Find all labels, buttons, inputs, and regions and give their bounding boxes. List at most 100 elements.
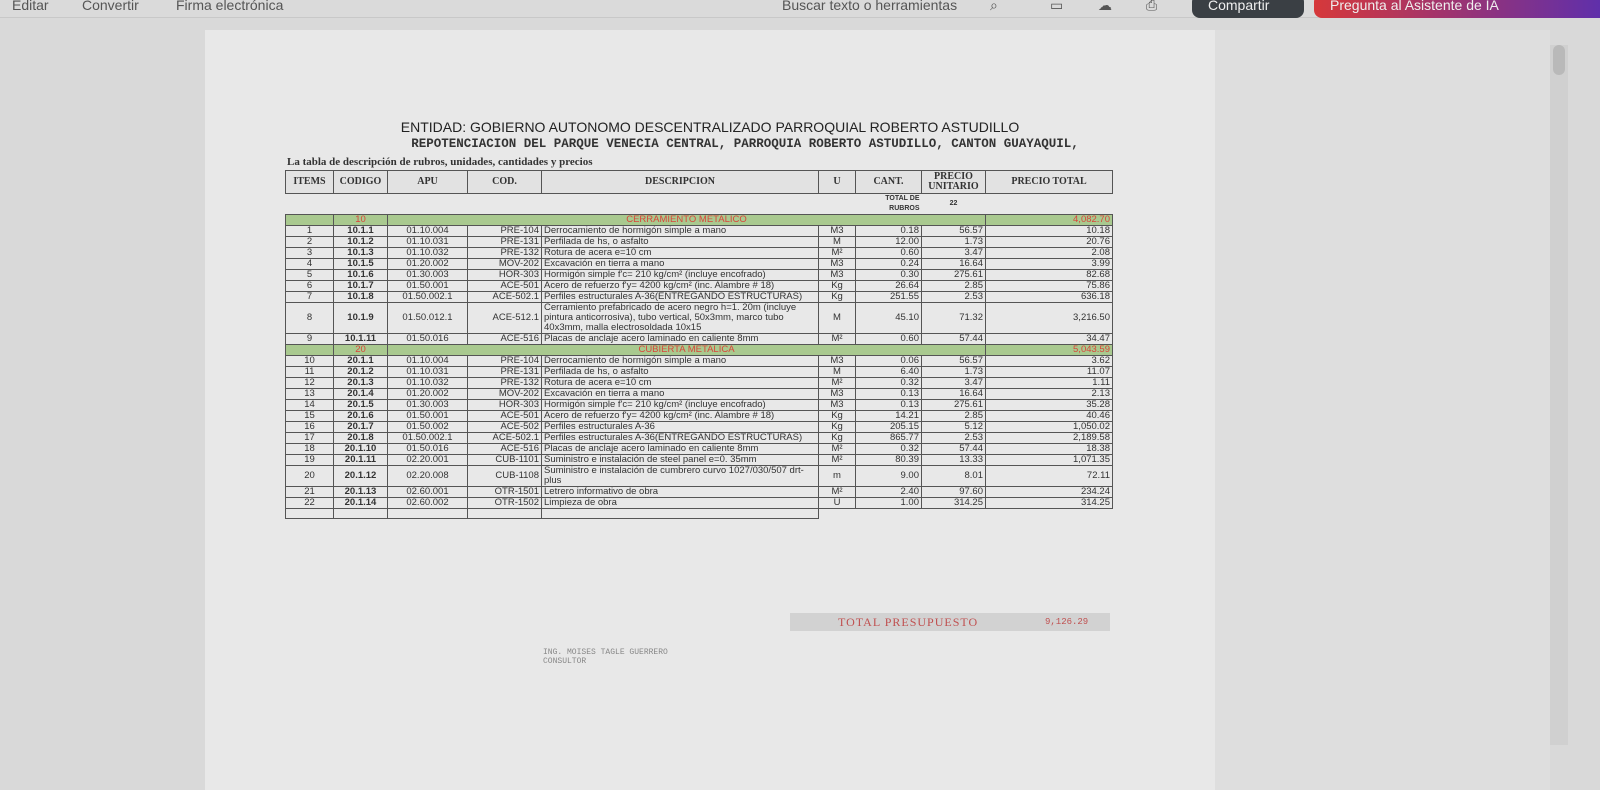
cell-precio-total: 3.62 <box>985 355 1113 367</box>
scrollbar-thumb[interactable] <box>1553 45 1565 75</box>
empty-cell <box>286 194 334 215</box>
cell-item: 1 <box>285 225 334 237</box>
table-row: 17 20.1.8 01.50.002.1 ACE-502.1 Perfiles est… <box>285 432 1113 444</box>
cell-precio-unitario: 1.73 <box>921 236 986 248</box>
cell-precio-total: 3,216.50 <box>985 302 1113 334</box>
cell-cantidad: 0.30 <box>855 269 922 281</box>
cell-cod: PRE-132 <box>467 247 542 259</box>
column-header: CANT. <box>855 170 922 194</box>
cell-descripcion: Excavación en tierra a mano <box>541 258 819 270</box>
search-tools[interactable]: Buscar texto o herramientas <box>782 0 958 13</box>
cell-item: 13 <box>285 388 334 400</box>
column-header: ITEMS <box>285 170 334 194</box>
cell-unidad: M3 <box>818 399 856 411</box>
menu-editar[interactable]: Editar <box>12 0 49 13</box>
cell-unidad: Kg <box>818 421 856 433</box>
total-rubros-row: TOTAL DE RUBROS 22 <box>286 194 1113 215</box>
cell-apu: 01.10.032 <box>387 247 468 259</box>
cell-codigo: 20.1.1 <box>333 355 388 367</box>
cell-codigo: 20.1.10 <box>333 443 388 455</box>
cell-item: 22 <box>285 497 334 509</box>
empty-cell <box>334 194 388 215</box>
cell-cod: CUB-1101 <box>467 454 542 466</box>
cell-cantidad: 12.00 <box>855 236 922 248</box>
cell-cod: PRE-131 <box>467 366 542 378</box>
cell-descripcion: Perfilada de hs, o asfalto <box>541 366 819 378</box>
menu-firma[interactable]: Firma electrónica <box>176 0 284 13</box>
empty-cell <box>468 194 542 215</box>
cell-precio-unitario: 1.73 <box>921 366 986 378</box>
ai-assistant-button[interactable]: Pregunta al Asistente de IA <box>1314 0 1600 18</box>
cell-descripcion: Suministro e instalación de cumbrero cur… <box>541 465 819 487</box>
cell-descripcion: Excavación en tierra a mano <box>541 388 819 400</box>
cell-cod: ACE-512.1 <box>467 302 542 334</box>
cell-item: 19 <box>285 454 334 466</box>
cell-descripcion: Rotura de acera e=10 cm <box>541 247 819 259</box>
save-icon[interactable]: ▭ <box>1050 0 1064 13</box>
search-icon[interactable]: ⌕ <box>990 0 998 13</box>
table-row: 10 20.1.1 01.10.004 PRE-104 Derrocamiento de… <box>285 355 1113 367</box>
cell-codigo: 10.1.6 <box>333 269 388 281</box>
table-row: 22 20.1.14 02.60.002 OTR-1502 Limpieza de ob… <box>285 497 1113 509</box>
cell-apu: 01.10.032 <box>387 377 468 389</box>
cell-cod: OTR-1501 <box>467 486 542 498</box>
cell-cantidad: 80.39 <box>855 454 922 466</box>
cell-descripcion: Perfiles estructurales A-36 <box>541 421 819 433</box>
cell-cantidad: 205.15 <box>855 421 922 433</box>
cell-precio-total: 1.11 <box>985 377 1113 389</box>
empty-cell <box>467 508 542 519</box>
cell-item: 12 <box>285 377 334 389</box>
signature-role: CONSULTOR <box>543 657 587 666</box>
cell-cod: PRE-104 <box>467 355 542 367</box>
cell-cod: HOR-303 <box>467 399 542 411</box>
cell-item: 3 <box>285 247 334 259</box>
cell-codigo: 20.1.3 <box>333 377 388 389</box>
menu-convertir[interactable]: Convertir <box>82 0 139 13</box>
cell-cantidad: 0.13 <box>855 388 922 400</box>
cell-cantidad: 0.60 <box>855 247 922 259</box>
cell-unidad: M3 <box>818 225 856 237</box>
cell-precio-unitario: 2.53 <box>921 432 986 444</box>
cell-codigo: 20.1.6 <box>333 410 388 422</box>
cloud-upload-icon[interactable]: ☁ <box>1098 0 1112 13</box>
cell-apu: 02.20.008 <box>387 465 468 487</box>
cell-cod: ACE-502 <box>467 421 542 433</box>
total-budget: TOTAL PRESUPUESTO 9,126.29 <box>790 613 1110 631</box>
cell-precio-unitario: 16.64 <box>921 388 986 400</box>
cell-precio-unitario: 3.47 <box>921 247 986 259</box>
cell-item: 21 <box>285 486 334 498</box>
cell-precio-unitario: 2.85 <box>921 410 986 422</box>
scrollbar[interactable] <box>1550 45 1568 745</box>
cell-precio-total: 636.18 <box>985 291 1113 303</box>
cell-precio-total: 2.13 <box>985 388 1113 400</box>
cell-descripcion: Perfilada de hs, o asfalto <box>541 236 819 248</box>
cell-cantidad: 6.40 <box>855 366 922 378</box>
cell-cantidad: 0.13 <box>855 399 922 411</box>
total-rubros-label: TOTAL DE RUBROS <box>885 195 920 212</box>
column-header: PRECIO TOTAL <box>985 170 1113 194</box>
cell-apu: 01.10.004 <box>387 355 468 367</box>
cell-precio-total: 82.68 <box>985 269 1113 281</box>
cell-precio-unitario: 57.44 <box>921 333 986 345</box>
empty-cell <box>542 194 819 215</box>
table-row: 19 20.1.11 02.20.001 CUB-1101 Suministro e i… <box>285 454 1113 466</box>
cell-apu: 01.50.012.1 <box>387 302 468 334</box>
cell-apu: 01.30.003 <box>387 269 468 281</box>
cell-unidad: M² <box>818 377 856 389</box>
print-icon[interactable]: ⎙ <box>1146 0 1158 13</box>
cell-descripcion: Hormigón simple f'c= 210 kg/cm² (incluye… <box>541 399 819 411</box>
cell-precio-unitario: 275.61 <box>921 269 986 281</box>
table-row: 18 20.1.10 01.50.016 ACE-516 Placas de ancla… <box>285 443 1113 455</box>
table-row: 20 20.1.12 02.20.008 CUB-1108 Suministro e i… <box>285 465 1113 487</box>
share-button[interactable]: Compartir <box>1192 0 1304 18</box>
cell-cod: ACE-501 <box>467 410 542 422</box>
cell-apu: 01.50.001 <box>387 410 468 422</box>
cell-apu: 01.50.016 <box>387 333 468 345</box>
cell-codigo: 20.1.4 <box>333 388 388 400</box>
empty-cell <box>333 508 388 519</box>
cell-precio-unitario: 3.47 <box>921 377 986 389</box>
empty-cell <box>819 194 856 215</box>
cell-cod: MOV-202 <box>467 388 542 400</box>
cell-precio-unitario: 56.57 <box>921 225 986 237</box>
cell-unidad: Kg <box>818 291 856 303</box>
